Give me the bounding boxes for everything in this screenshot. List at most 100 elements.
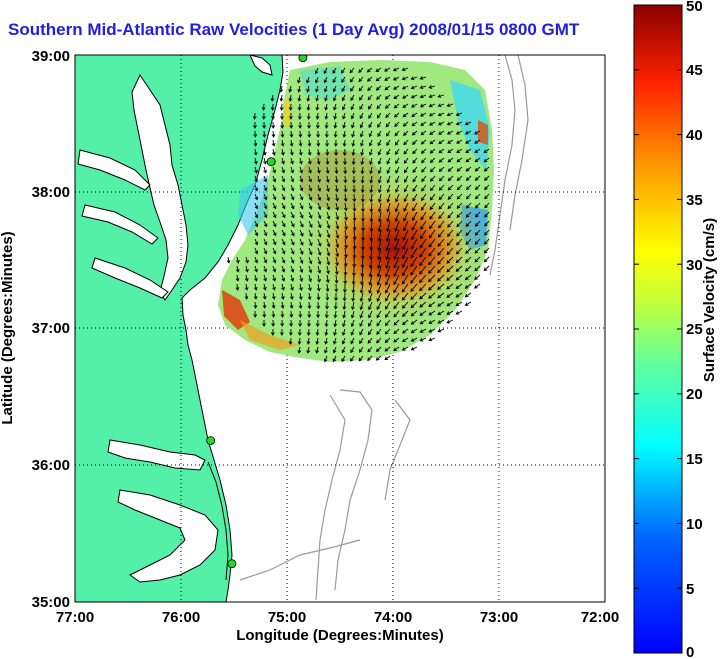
velocity-arrow-head	[393, 256, 398, 260]
velocity-arrow	[263, 274, 267, 281]
velocity-arrow-head	[484, 240, 488, 245]
velocity-arrow-head	[386, 189, 391, 194]
velocity-arrow-head	[323, 70, 328, 75]
velocity-arrow	[455, 265, 463, 272]
velocity-arrow	[385, 274, 391, 285]
velocity-arrow	[280, 94, 283, 102]
velocity-arrow-head	[307, 125, 311, 129]
velocity-arrow-head	[325, 161, 330, 165]
velocity-arrow-head	[351, 161, 356, 166]
velocity-arrow	[299, 265, 303, 273]
velocity-arrow	[368, 319, 373, 327]
velocity-arrow	[370, 220, 373, 232]
velocity-arrow-head	[403, 188, 408, 193]
velocity-arrow-head	[262, 125, 267, 129]
velocity-arrow-head	[326, 243, 331, 248]
velocity-arrow	[299, 211, 304, 218]
velocity-arrow	[368, 292, 373, 302]
velocity-arrow	[352, 148, 355, 156]
velocity-arrow	[448, 184, 454, 191]
velocity-arrow	[385, 310, 391, 318]
velocity-arrow	[299, 247, 304, 255]
velocity-arrow-head	[271, 314, 276, 318]
velocity-arrow	[475, 166, 481, 172]
velocity-arrow-head	[393, 95, 398, 99]
velocity-arrow	[404, 175, 409, 183]
velocity-arrow	[344, 256, 347, 267]
velocity-arrow	[403, 211, 409, 222]
velocity-arrow	[360, 139, 364, 146]
velocity-arrow	[403, 148, 409, 155]
velocity-arrow-head	[289, 134, 294, 138]
velocity-arrow	[343, 121, 346, 128]
velocity-arrow	[393, 283, 400, 293]
velocity-arrow	[411, 310, 418, 317]
velocity-arrow	[378, 157, 382, 165]
velocity-arrow	[484, 193, 490, 199]
velocity-arrow	[387, 184, 391, 193]
velocity-arrow	[306, 76, 310, 83]
velocity-arrow	[326, 247, 330, 256]
velocity-arrow-head	[288, 341, 293, 345]
velocity-arrow-head	[272, 205, 277, 210]
velocity-arrow-head	[456, 214, 461, 219]
velocity-arrow	[263, 265, 267, 272]
velocity-arrow	[384, 85, 391, 90]
velocity-arrow	[429, 337, 436, 341]
velocity-arrow	[369, 130, 373, 137]
velocity-arrow-head	[410, 254, 415, 259]
velocity-arrow	[308, 202, 312, 210]
velocity-arrow	[262, 103, 265, 111]
velocity-arrow-head	[341, 106, 346, 111]
velocity-arrow	[317, 283, 320, 291]
velocity-arrow-head	[279, 107, 284, 111]
velocity-arrow	[308, 238, 313, 246]
velocity-arrow-head	[447, 158, 452, 163]
velocity-arrow-head	[465, 158, 470, 163]
velocity-arrow	[254, 184, 258, 191]
velocity-arrow-head	[475, 204, 479, 209]
velocity-arrow	[299, 130, 302, 138]
velocity-arrow-head	[455, 302, 460, 306]
velocity-arrow	[344, 220, 347, 230]
velocity-arrow-head	[393, 330, 398, 335]
velocity-arrow-head	[465, 177, 470, 181]
colorbar-label: Surface Velocity (cm/s)	[701, 218, 718, 382]
velocity-arrow-head	[254, 187, 259, 192]
velocity-arrow	[290, 193, 294, 200]
velocity-arrow-head	[317, 169, 321, 174]
velocity-arrow	[446, 256, 454, 264]
velocity-arrow	[324, 85, 328, 92]
velocity-arrow	[308, 292, 311, 300]
velocity-arrow-head	[299, 169, 303, 174]
velocity-arrow-head	[341, 79, 345, 83]
velocity-arrow	[369, 139, 373, 146]
velocity-arrow-head	[421, 168, 425, 173]
velocity-arrow-head	[332, 349, 337, 354]
velocity-arrow-head	[385, 247, 390, 252]
velocity-arrow-head	[334, 170, 339, 175]
velocity-arrow	[289, 85, 292, 92]
velocity-arrow	[333, 94, 337, 101]
velocity-arrow	[386, 220, 391, 232]
velocity-arrow-head	[272, 259, 277, 264]
velocity-arrow-head	[367, 357, 371, 362]
velocity-arrow	[344, 193, 347, 202]
velocity-arrow-head	[393, 305, 397, 310]
velocity-arrow-head	[350, 314, 355, 319]
velocity-arrow-head	[420, 150, 425, 154]
velocity-arrow-head	[377, 228, 382, 233]
velocity-arrow-head	[392, 77, 397, 81]
velocity-arrow-head	[447, 214, 452, 219]
velocity-arrow-head	[394, 132, 399, 137]
velocity-arrow-head	[429, 140, 434, 145]
velocity-arrow	[359, 328, 364, 335]
velocity-arrow	[419, 256, 427, 266]
velocity-arrow-head	[474, 276, 478, 280]
velocity-arrow	[428, 256, 436, 265]
velocity-arrow	[385, 319, 391, 326]
velocity-arrow-head	[263, 196, 268, 201]
velocity-arrow	[395, 175, 400, 183]
velocity-arrow-head	[297, 332, 302, 336]
bathymetry-contours	[239, 55, 529, 601]
